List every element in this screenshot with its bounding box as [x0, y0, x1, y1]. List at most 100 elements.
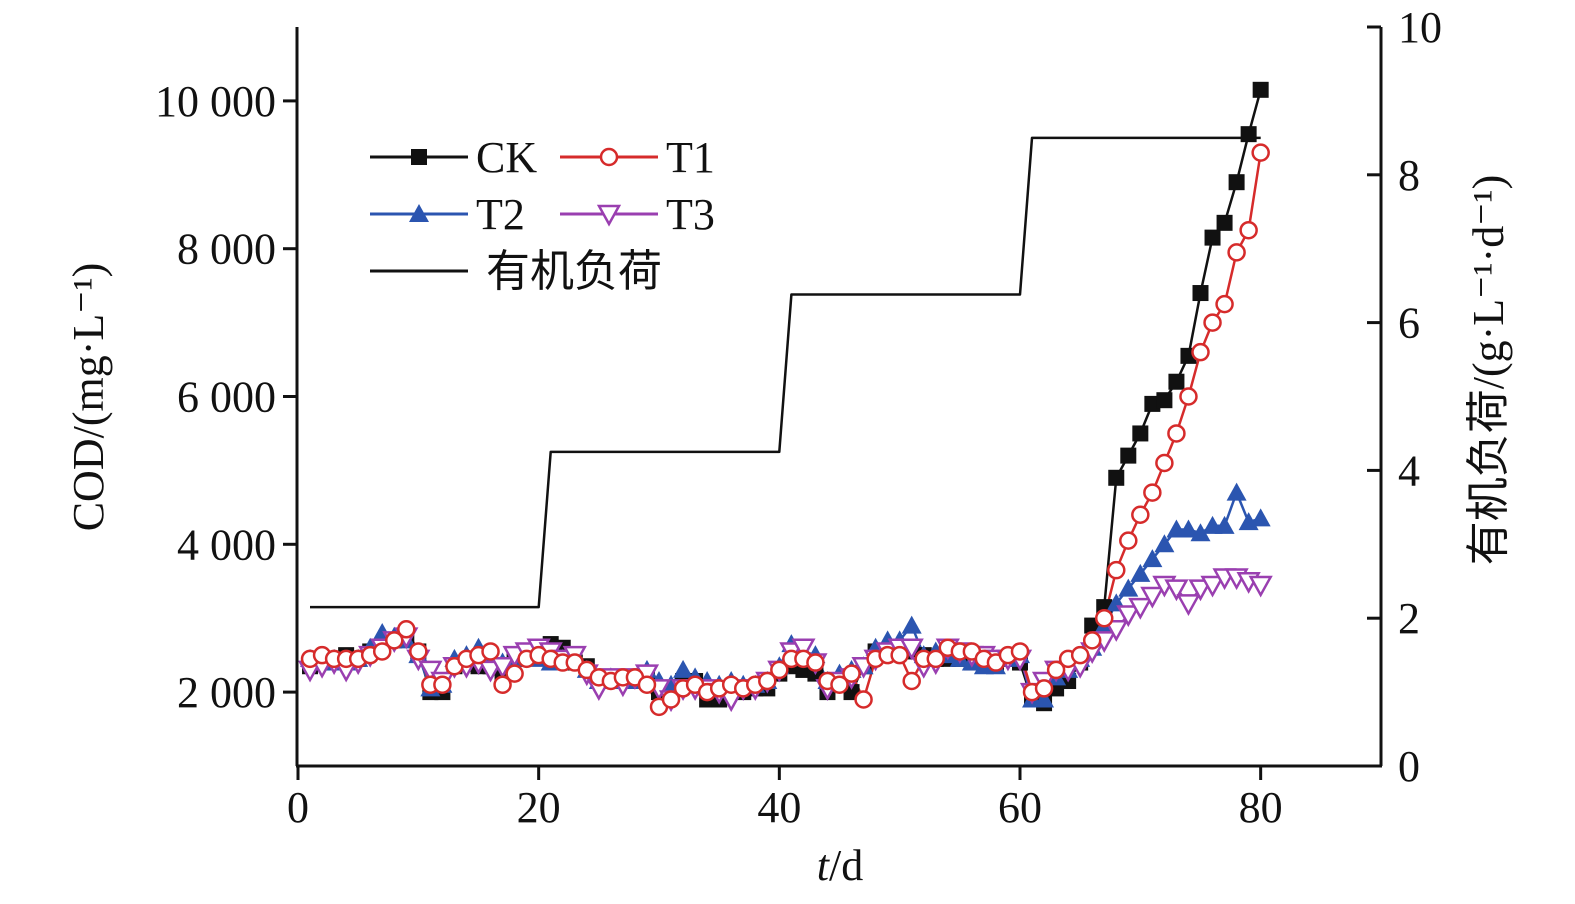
data-point-t1 — [758, 671, 777, 691]
data-point-t3 — [1248, 575, 1273, 598]
data-point-ck — [1240, 126, 1257, 143]
data-point-ck — [1108, 469, 1125, 486]
legend-label: T1 — [666, 133, 715, 182]
data-point-t1 — [1119, 531, 1138, 550]
data-point-t2 — [901, 615, 922, 634]
data-point-t1 — [1046, 660, 1066, 680]
left-y-axis-ticks: 2 000 4 000 6 000 8 000 10 000 — [155, 77, 297, 717]
data-point-t1 — [481, 642, 500, 661]
data-point-t3 — [1104, 620, 1129, 642]
data-point-t1 — [1215, 294, 1234, 314]
left-y-tick-label: 6 000 — [177, 373, 276, 422]
data-point-t1 — [842, 664, 861, 683]
data-point-t1 — [1239, 220, 1258, 240]
legend-item: T2 — [370, 190, 525, 239]
data-point-ck — [1204, 229, 1221, 246]
data-point-t1 — [637, 675, 657, 694]
x-axis-label: t/d — [817, 841, 863, 890]
data-point-t1 — [397, 620, 416, 639]
data-point-t1 — [1034, 679, 1054, 698]
left-y-tick-label: 2 000 — [177, 668, 276, 717]
data-point-t1 — [1010, 642, 1030, 661]
data-point-t3 — [899, 638, 924, 661]
right-y-axis-label: 有机负荷/(g·L⁻¹·d⁻¹) — [1464, 175, 1513, 566]
data-point-ck — [1252, 81, 1269, 98]
data-point-t2 — [1118, 578, 1139, 597]
data-point-ck — [1144, 395, 1161, 412]
data-point-t1 — [1179, 387, 1198, 406]
data-point-ck — [1216, 214, 1233, 231]
data-point-t3 — [478, 660, 503, 683]
data-point-t2 — [1190, 523, 1211, 542]
x-axis-label-italic: t — [817, 841, 831, 890]
data-point-t2 — [1130, 563, 1151, 582]
data-point-t1 — [1155, 453, 1174, 473]
data-point-t3 — [791, 638, 816, 661]
x-tick-label: 80 — [1239, 783, 1283, 832]
data-point-t1 — [505, 664, 524, 683]
series-line-organic-load — [310, 136, 1261, 609]
x-axis-label-unit: /d — [829, 841, 863, 890]
data-point-t1 — [372, 642, 392, 661]
data-point-t3 — [1188, 579, 1213, 602]
x-tick-label: 60 — [998, 783, 1042, 832]
right-y-axis-ticks: 0 2 4 6 8 10 — [1367, 3, 1442, 791]
data-point-t1 — [1082, 631, 1102, 650]
data-point-t2 — [1034, 689, 1055, 708]
data-point-t1 — [1227, 243, 1246, 262]
x-tick-label: 40 — [757, 783, 801, 832]
data-point-t1 — [1107, 560, 1126, 580]
data-point-t1 — [1191, 342, 1210, 362]
data-point-t1 — [493, 675, 512, 694]
left-y-tick-label: 4 000 — [177, 520, 276, 569]
data-point-t1 — [854, 690, 873, 709]
legend-item: T3 — [560, 190, 715, 239]
x-tick-label: 0 — [287, 783, 309, 832]
data-point-t1 — [661, 690, 681, 709]
data-point-t3 — [490, 656, 515, 679]
data-point-t1 — [1167, 424, 1186, 443]
data-point-t1 — [1203, 313, 1222, 332]
data-point-t1 — [1070, 645, 1090, 665]
plot-series-markers — [297, 81, 1273, 717]
legend-marker — [596, 204, 622, 227]
data-point-t2 — [1226, 482, 1247, 501]
data-point-t1 — [902, 671, 921, 691]
data-point-ck — [1168, 373, 1185, 390]
data-point-t1 — [830, 675, 849, 694]
data-point-t3 — [1176, 594, 1201, 616]
left-y-tick-label: 10 000 — [155, 77, 276, 126]
right-y-tick-label: 4 — [1398, 446, 1420, 495]
right-y-tick-label: 8 — [1398, 151, 1420, 200]
data-point-t3 — [1116, 605, 1141, 628]
data-point-t2 — [1154, 534, 1175, 553]
data-point-ck — [1120, 447, 1137, 464]
data-point-t2 — [1214, 515, 1235, 534]
legend-item: CK — [370, 133, 537, 182]
series-markers-t1 — [300, 143, 1270, 717]
data-point-t1 — [409, 642, 428, 661]
data-point-t3 — [1128, 597, 1153, 620]
data-point-t2 — [1178, 519, 1199, 538]
data-point-t3 — [1200, 575, 1225, 598]
data-point-t3 — [418, 660, 443, 683]
data-point-t3 — [1140, 586, 1165, 609]
legend-label: T2 — [476, 190, 525, 239]
legend-item: T1 — [560, 133, 715, 182]
x-tick-label: 20 — [517, 783, 561, 832]
data-point-ck — [1228, 174, 1245, 191]
plot-series-lines — [309, 89, 1262, 709]
data-point-t1 — [385, 631, 404, 650]
data-point-t1 — [433, 675, 452, 694]
x-axis-ticks: 0 20 40 60 80 — [287, 766, 1283, 832]
right-y-tick-label: 0 — [1398, 742, 1420, 791]
legend-marker — [409, 204, 429, 222]
data-point-t1 — [1094, 608, 1114, 628]
left-y-tick-label: 8 000 — [177, 225, 276, 274]
legend-label: T3 — [666, 190, 715, 239]
data-point-t1 — [1251, 143, 1270, 162]
data-point-t2 — [673, 659, 694, 678]
legend-marker — [411, 149, 427, 165]
data-point-t1 — [926, 649, 946, 669]
